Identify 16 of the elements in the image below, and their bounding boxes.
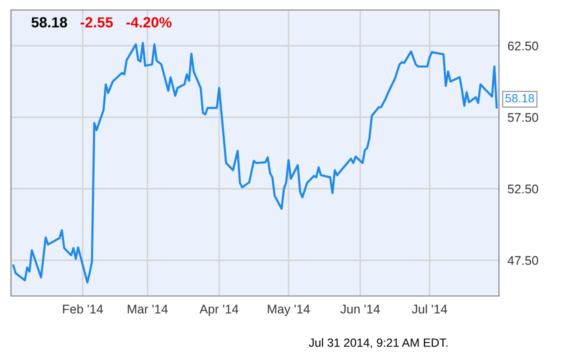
annotation: -4.20% bbox=[126, 17, 172, 28]
text: Jul 31 2014, 9:21 AM EDT. bbox=[308, 338, 448, 348]
y-tick-label: 47.50 bbox=[508, 256, 538, 265]
y-tick-label: 62.50 bbox=[508, 42, 538, 50]
annotation: 58.18 bbox=[505, 94, 534, 102]
x-tick-label: Jul '14 bbox=[412, 304, 448, 314]
chart-title: 58.18 bbox=[31, 17, 68, 28]
annotation: -2.55 bbox=[80, 17, 113, 28]
x-tick-label: Jun '14 bbox=[340, 304, 380, 314]
x-tick-label: May '14 bbox=[268, 304, 310, 316]
x-tick-label: Mar '14 bbox=[128, 304, 168, 314]
y-tick-label: 57.50 bbox=[508, 113, 538, 122]
x-tick-label: Apr '14 bbox=[200, 304, 238, 316]
x-tick-label: Feb '14 bbox=[63, 304, 103, 314]
y-tick-label: 52.50 bbox=[508, 184, 538, 194]
line-series bbox=[12, 42, 498, 284]
